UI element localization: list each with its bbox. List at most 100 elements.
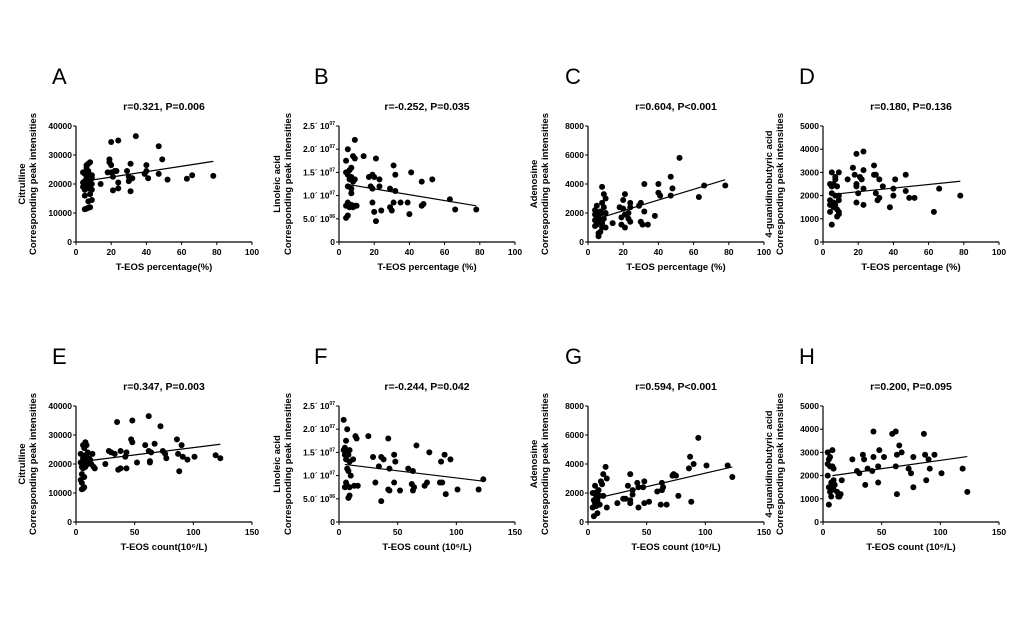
data-point bbox=[350, 456, 357, 463]
y-axis-label: Adenosine bbox=[529, 160, 540, 209]
data-point bbox=[879, 183, 886, 190]
regression-line bbox=[831, 180, 961, 196]
data-point bbox=[346, 484, 353, 491]
data-point bbox=[146, 459, 153, 466]
data-point bbox=[347, 472, 354, 479]
data-point bbox=[473, 206, 480, 213]
y-axis-label: Corresponding peak intensities bbox=[540, 393, 551, 535]
data-point bbox=[88, 181, 95, 187]
x-tick-label: 20 bbox=[618, 247, 628, 257]
panel-letter: B bbox=[314, 64, 329, 89]
data-point bbox=[622, 495, 629, 502]
data-point bbox=[210, 172, 217, 179]
correlation-title: r=0.200, P=0.095 bbox=[870, 381, 952, 393]
y-tick-label: 30000 bbox=[48, 150, 72, 160]
data-point bbox=[117, 447, 124, 454]
data-point bbox=[627, 218, 634, 225]
data-point bbox=[621, 191, 628, 198]
data-point bbox=[353, 435, 360, 442]
y-tick-label: 40000 bbox=[48, 121, 72, 131]
data-point bbox=[824, 472, 831, 479]
data-point bbox=[964, 488, 971, 495]
y-axis-label: Corresponding peak intensities bbox=[540, 113, 551, 255]
data-point bbox=[117, 465, 124, 472]
data-point bbox=[828, 221, 835, 228]
panel-letter: A bbox=[52, 64, 67, 89]
data-point bbox=[89, 450, 96, 457]
data-point bbox=[925, 456, 932, 463]
data-point bbox=[370, 454, 377, 461]
y-axis-label: Corresponding peak intensities bbox=[775, 113, 786, 255]
x-tick-label: 40 bbox=[654, 247, 664, 257]
y-tick-label: 5000 bbox=[800, 401, 819, 411]
data-point bbox=[853, 183, 860, 190]
data-point bbox=[155, 143, 162, 150]
data-point bbox=[345, 467, 352, 474]
data-point bbox=[627, 199, 634, 206]
x-tick-label: 80 bbox=[724, 247, 734, 257]
y-tick-label: 10000 bbox=[48, 208, 72, 218]
data-point bbox=[418, 178, 425, 185]
data-point bbox=[621, 224, 628, 231]
data-point bbox=[859, 451, 866, 458]
data-point bbox=[827, 208, 834, 215]
data-point bbox=[372, 479, 379, 486]
data-point bbox=[835, 211, 842, 218]
data-point bbox=[452, 206, 459, 213]
data-point bbox=[594, 510, 601, 517]
data-point bbox=[397, 487, 404, 494]
correlation-title: r=0.321, P=0.006 bbox=[123, 101, 205, 113]
data-point bbox=[189, 172, 196, 179]
data-point bbox=[372, 218, 379, 225]
data-point bbox=[97, 181, 104, 187]
data-point bbox=[81, 474, 88, 481]
data-point bbox=[908, 470, 914, 477]
data-point bbox=[830, 465, 837, 472]
data-point bbox=[404, 199, 411, 206]
data-point bbox=[88, 196, 95, 203]
data-point bbox=[872, 171, 879, 178]
data-point bbox=[828, 169, 835, 176]
y-tick-label: 1.0´ 1007 bbox=[303, 191, 335, 201]
x-tick-label: 150 bbox=[508, 527, 522, 537]
data-point bbox=[890, 192, 897, 199]
data-point bbox=[829, 447, 836, 454]
data-point bbox=[936, 185, 943, 192]
data-point bbox=[860, 185, 867, 192]
panel-a: Ar=0.321, P=0.006 0 20 40 60 80 100 0 10000 20000… bbox=[17, 64, 259, 273]
data-point bbox=[145, 175, 152, 182]
data-point bbox=[108, 162, 115, 169]
data-point bbox=[625, 210, 632, 216]
y-tick-label: 0 bbox=[67, 517, 72, 527]
y-tick-label: 2.0´ 1007 bbox=[303, 144, 335, 154]
data-point bbox=[142, 442, 149, 449]
x-tick-label: 0 bbox=[586, 527, 591, 537]
data-point bbox=[371, 174, 378, 181]
data-point bbox=[159, 156, 166, 163]
data-point bbox=[184, 456, 191, 463]
data-point bbox=[405, 465, 412, 472]
data-point bbox=[411, 484, 418, 491]
y-tick-label: 3000 bbox=[800, 447, 819, 457]
data-point bbox=[641, 181, 648, 187]
data-point bbox=[600, 204, 607, 211]
panel-f: Fr=-0.244, P=0.042 0 50 100 150 0 5.0´ 1006 1.0… bbox=[272, 344, 522, 553]
data-point bbox=[930, 208, 937, 215]
data-point bbox=[599, 481, 606, 488]
y-tick-label: 0 bbox=[330, 237, 335, 247]
data-point bbox=[376, 176, 383, 183]
data-point bbox=[343, 437, 350, 444]
y-tick-label: 1000 bbox=[800, 214, 819, 224]
data-point bbox=[391, 479, 398, 486]
y-tick-label: 8000 bbox=[565, 121, 584, 131]
data-point bbox=[420, 200, 427, 207]
data-point bbox=[886, 204, 893, 211]
data-point bbox=[641, 208, 648, 215]
data-point bbox=[892, 176, 899, 183]
data-point bbox=[175, 450, 182, 457]
x-axis-label: T-EOS percentage (%) bbox=[377, 262, 476, 273]
y-tick-label: 1.0´ 1007 bbox=[303, 471, 335, 481]
data-point bbox=[109, 187, 116, 194]
data-point bbox=[391, 451, 398, 458]
data-point bbox=[872, 190, 879, 197]
